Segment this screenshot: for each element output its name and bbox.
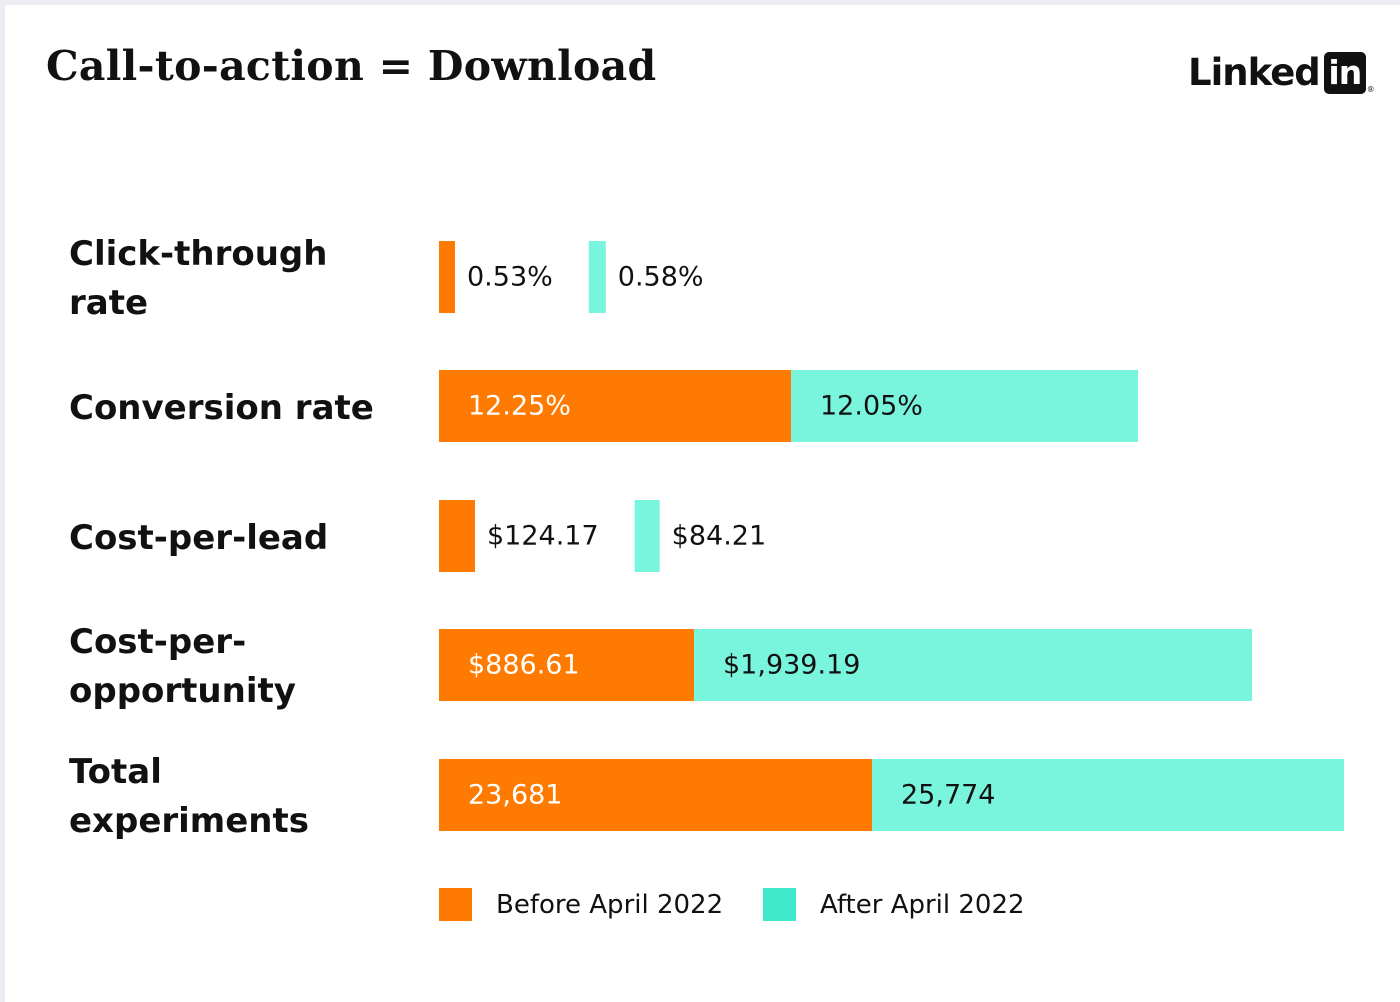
value-label-after-conversion-rate: 12.05% xyxy=(820,391,923,422)
bar-before-cost-per-lead xyxy=(439,500,475,572)
value-label-before-click-through-rate: 0.53% xyxy=(467,262,553,293)
value-label-before-cost-per-opportunity: $886.61 xyxy=(468,650,580,681)
value-label-before-conversion-rate: 12.25% xyxy=(468,391,571,422)
value-label-before-total-experiments: 23,681 xyxy=(468,780,562,811)
linkedin-logo: Linked in ® xyxy=(1188,52,1375,94)
bar-after-cost-per-lead xyxy=(634,500,660,572)
legend-label-after: After April 2022 xyxy=(820,889,1025,920)
category-label: experiments xyxy=(69,801,309,841)
chart-title: Call-to-action = Download xyxy=(46,42,657,90)
legend-item-before: Before April 2022 xyxy=(439,888,723,921)
category-label: Conversion rate xyxy=(69,387,374,428)
value-label-before-cost-per-lead: $124.17 xyxy=(487,521,599,552)
bar-after-cost-per-opportunity xyxy=(694,629,1252,701)
chart-card xyxy=(5,5,1400,1002)
legend-swatch-before xyxy=(439,888,472,921)
linkedin-in-icon: in xyxy=(1323,52,1366,94)
bar-before-total-experiments xyxy=(439,759,872,831)
bar-after-conversion-rate xyxy=(791,370,1138,442)
bar-after-total-experiments xyxy=(872,759,1344,831)
category-label: Click-through xyxy=(69,234,328,274)
category-label: opportunity xyxy=(69,671,296,711)
bar-before-conversion-rate xyxy=(439,370,791,442)
linkedin-logo-wordmark: Linked xyxy=(1188,51,1321,94)
registered-mark: ® xyxy=(1366,85,1375,94)
legend-item-after: After April 2022 xyxy=(763,888,1025,921)
legend-label-before: Before April 2022 xyxy=(496,889,724,920)
legend-swatch-after xyxy=(763,888,796,921)
bar-before-click-through-rate xyxy=(439,241,455,313)
value-label-after-click-through-rate: 0.58% xyxy=(618,262,704,293)
category-label: Cost-per-lead xyxy=(69,517,329,558)
category-label: Total xyxy=(69,752,162,792)
bar-after-click-through-rate xyxy=(588,241,606,313)
category-label: rate xyxy=(69,283,149,323)
bar-before-cost-per-opportunity xyxy=(439,629,694,701)
value-label-after-total-experiments: 25,774 xyxy=(901,780,995,811)
value-label-after-cost-per-opportunity: $1,939.19 xyxy=(723,650,860,681)
value-label-after-cost-per-lead: $84.21 xyxy=(672,521,766,552)
category-label: Cost-per- xyxy=(69,622,247,662)
